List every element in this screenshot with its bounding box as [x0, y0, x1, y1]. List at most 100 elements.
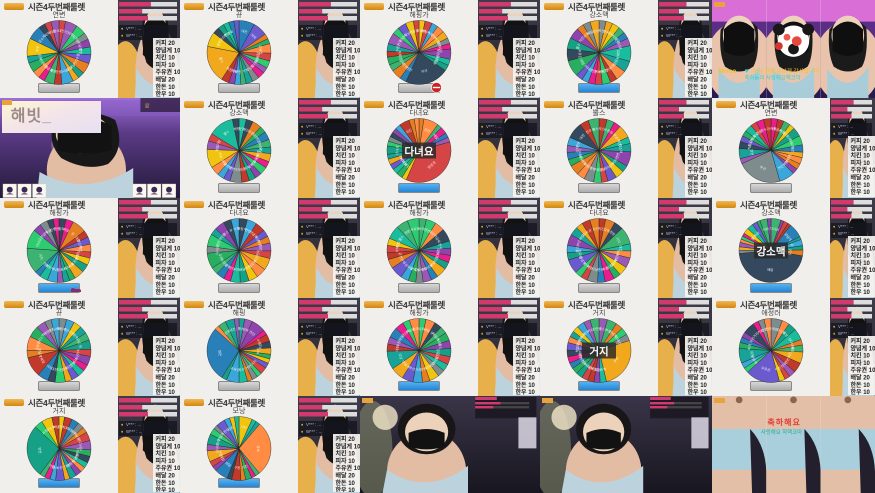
- svg-text:천안: 천안: [765, 326, 772, 332]
- svg-text:강소맥: 강소맥: [618, 144, 624, 154]
- svg-text:W*** : ...: W*** : ...: [306, 429, 322, 434]
- svg-text:한우 10: 한우 10: [516, 388, 536, 395]
- svg-text:대전: 대전: [749, 350, 755, 357]
- svg-text:주유권 10: 주유권 10: [688, 366, 713, 374]
- svg-text:V*** : ...: V*** : ...: [666, 124, 681, 129]
- svg-text:양념게 10: 양념게 10: [516, 344, 541, 352]
- svg-text:양념게 10: 양념게 10: [688, 144, 713, 152]
- svg-text:피자 10: 피자 10: [516, 61, 536, 69]
- svg-text:치킨 10: 치킨 10: [516, 54, 536, 62]
- svg-text:W*** : ...: W*** : ...: [126, 33, 142, 38]
- svg-text:W*** : ...: W*** : ...: [126, 331, 142, 336]
- svg-text:배달 20: 배달 20: [516, 174, 536, 182]
- svg-text:한우 10: 한우 10: [336, 288, 356, 296]
- svg-text:피자 10: 피자 10: [156, 457, 176, 465]
- svg-text:한돈 10: 한돈 10: [688, 281, 708, 289]
- svg-text:양념게 10: 양념게 10: [851, 144, 875, 152]
- svg-text:주유권 10: 주유권 10: [336, 266, 361, 274]
- svg-text:한돈 10: 한돈 10: [156, 381, 176, 389]
- svg-text:V*** : ...: V*** : ...: [838, 224, 853, 229]
- svg-text:다녀요: 다녀요: [405, 145, 434, 158]
- svg-text:주유권 10: 주유권 10: [156, 68, 181, 76]
- svg-text:배달 20: 배달 20: [688, 374, 708, 382]
- svg-text:치킨 10: 치킨 10: [336, 252, 356, 260]
- svg-text:♥: ♥: [745, 68, 749, 75]
- svg-text:양념게 10: 양념게 10: [156, 442, 181, 450]
- svg-text:커피 20: 커피 20: [336, 337, 356, 345]
- svg-text:V*** : ...: V*** : ...: [486, 224, 501, 229]
- svg-text:치킨 10: 치킨 10: [688, 54, 708, 62]
- svg-text:주유권 10: 주유권 10: [336, 166, 361, 174]
- svg-text:축하해요: 축하해요: [767, 417, 800, 427]
- svg-text:한돈 10: 한돈 10: [516, 281, 536, 289]
- svg-text:피자 10: 피자 10: [851, 159, 871, 167]
- svg-text:피자 10: 피자 10: [336, 359, 356, 367]
- svg-text:커피 20: 커피 20: [851, 337, 871, 345]
- svg-text:한우 10: 한우 10: [688, 90, 708, 97]
- svg-text:배달 20: 배달 20: [156, 76, 176, 84]
- svg-text:피자 10: 피자 10: [336, 159, 356, 167]
- svg-text:치킨 10: 치킨 10: [156, 252, 176, 260]
- svg-text:양념게 10: 양념게 10: [688, 244, 713, 252]
- svg-text:피자: 피자: [255, 347, 260, 354]
- svg-text:연변: 연변: [54, 226, 61, 232]
- svg-text:커피 20: 커피 20: [688, 137, 708, 145]
- svg-text:양념게 10: 양념게 10: [156, 344, 181, 352]
- svg-text:한돈 10: 한돈 10: [516, 83, 536, 91]
- svg-text:한돈 10: 한돈 10: [688, 381, 708, 389]
- svg-text:거지: 거지: [233, 226, 240, 232]
- svg-text:양념게 10: 양념게 10: [516, 244, 541, 252]
- svg-text:Mooa: Mooa: [719, 68, 737, 75]
- svg-text:양념게 10: 양념게 10: [336, 46, 361, 54]
- svg-text:모낭: 모낭: [592, 28, 599, 34]
- svg-text:대전: 대전: [790, 146, 795, 153]
- svg-text:V*** : ...: V*** : ...: [838, 324, 853, 329]
- svg-text:W*** : ...: W*** : ...: [486, 231, 502, 236]
- svg-text:한우 10: 한우 10: [851, 288, 871, 296]
- svg-text:피자 10: 피자 10: [156, 259, 176, 267]
- svg-text:연변: 연변: [78, 48, 83, 55]
- svg-text:한돈 10: 한돈 10: [336, 83, 356, 91]
- svg-text:양념게 10: 양념게 10: [851, 244, 875, 252]
- svg-text:양념게 10: 양념게 10: [156, 244, 181, 252]
- svg-text:양념게 10: 양념게 10: [516, 46, 541, 54]
- svg-text:W*** : ...: W*** : ...: [666, 33, 682, 38]
- svg-text:한우 10: 한우 10: [851, 388, 871, 395]
- svg-text:치킨 10: 치킨 10: [688, 252, 708, 260]
- svg-text:배달 20: 배달 20: [516, 274, 536, 282]
- svg-text:해핑: 해핑: [233, 126, 240, 132]
- svg-text:피자 10: 피자 10: [336, 259, 356, 267]
- svg-text:한돈: 한돈: [592, 326, 599, 332]
- svg-text:주유권 10: 주유권 10: [516, 166, 541, 174]
- svg-text:W*** : ...: W*** : ...: [126, 231, 142, 236]
- svg-text:뿔스: 뿔스: [53, 28, 60, 34]
- svg-text:피자 10: 피자 10: [336, 457, 356, 465]
- svg-text:한돈 10: 한돈 10: [851, 181, 871, 189]
- svg-text:한우 10: 한우 10: [156, 288, 176, 296]
- svg-text:커피 20: 커피 20: [851, 237, 871, 245]
- svg-text:피자 10: 피자 10: [688, 359, 708, 367]
- svg-text:V*** : ...: V*** : ...: [666, 324, 681, 329]
- svg-text:치킨 10: 치킨 10: [156, 450, 176, 458]
- svg-text:한우 10: 한우 10: [516, 288, 536, 296]
- svg-text:배달 20: 배달 20: [688, 76, 708, 84]
- svg-text:한우 10: 한우 10: [156, 90, 176, 97]
- svg-text:한우 10: 한우 10: [516, 90, 536, 97]
- svg-text:한돈 10: 한돈 10: [336, 381, 356, 389]
- svg-text:한우 10: 한우 10: [336, 388, 356, 395]
- svg-text:한돈 10: 한돈 10: [156, 83, 176, 91]
- svg-text:피자 10: 피자 10: [688, 259, 708, 267]
- svg-text:양념게 10: 양념게 10: [336, 244, 361, 252]
- svg-text:한돈 10: 한돈 10: [156, 281, 176, 289]
- svg-text:피자 10: 피자 10: [336, 61, 356, 69]
- svg-text:치킨 10: 치킨 10: [156, 352, 176, 360]
- svg-text:W*** : ...: W*** : ...: [306, 331, 322, 336]
- svg-text:주유권 10: 주유권 10: [336, 68, 361, 76]
- svg-text:한우 10: 한우 10: [851, 188, 871, 196]
- svg-text:V*** : ...: V*** : ...: [306, 26, 321, 31]
- svg-text:V*** : ...: V*** : ...: [126, 324, 141, 329]
- svg-text:주유권 10: 주유권 10: [516, 366, 541, 374]
- svg-text:V*** : ...: V*** : ...: [306, 324, 321, 329]
- svg-text:양념게 10: 양념게 10: [336, 344, 361, 352]
- svg-text:배달 20: 배달 20: [156, 472, 176, 480]
